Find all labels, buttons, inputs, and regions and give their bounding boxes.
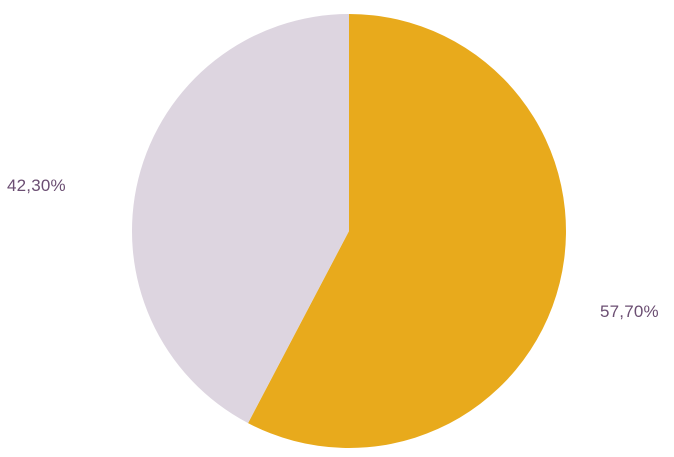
pie-slice-0 bbox=[248, 14, 566, 449]
pie-slices bbox=[131, 14, 566, 449]
slice-label-lavender: 42,30% bbox=[7, 176, 66, 195]
slice-label-orange: 57,70% bbox=[600, 302, 659, 321]
pie-slice-1 bbox=[131, 14, 349, 424]
